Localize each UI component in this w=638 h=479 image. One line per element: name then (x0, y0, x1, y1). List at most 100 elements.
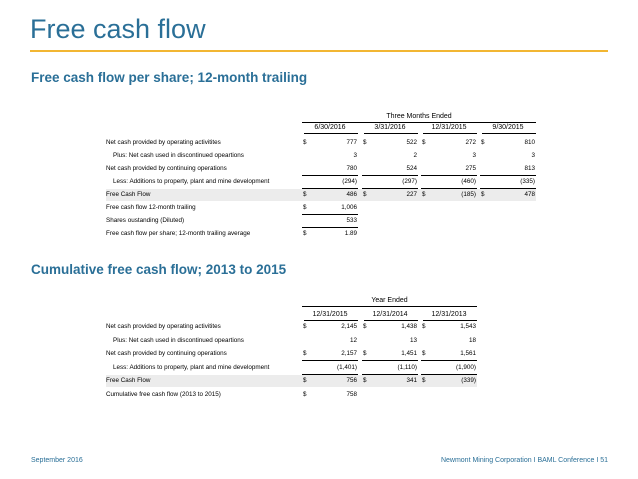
group-header: Year Ended (371, 297, 408, 304)
table-cell: $756 (302, 375, 358, 387)
page-title: Free cash flow (30, 14, 206, 44)
column-header: 9/30/2015 (492, 124, 524, 131)
footer-company: Newmont Mining Corporation I BAML Confer… (440, 457, 608, 464)
currency-symbol: $ (303, 139, 307, 146)
table-cell: $2,145 (302, 321, 358, 333)
cell-value: 3 (531, 152, 535, 159)
row-label: Free Cash Flow (106, 377, 151, 384)
currency-symbol: $ (303, 390, 307, 398)
table-row: Less: Additions to property, plant and m… (106, 176, 536, 189)
table-cell: $1,006 (302, 202, 358, 215)
cell-value: 3 (472, 152, 476, 159)
footer-date: September 2016 (31, 457, 83, 464)
row-label: Shares oustanding (Diluted) (106, 217, 185, 224)
currency-symbol: $ (303, 377, 307, 384)
table-cell: 3 (421, 150, 477, 162)
row-label: Net cash provided by continuing operatio… (106, 165, 227, 172)
table-row: Plus: Net cash used in discontinued opea… (106, 150, 536, 162)
cell-value: 780 (346, 165, 357, 172)
currency-symbol: $ (363, 323, 367, 330)
currency-symbol: $ (481, 191, 485, 198)
table-cell: 18 (421, 335, 477, 347)
table-cell: $522 (362, 137, 418, 149)
cell-value: 1,451 (401, 350, 417, 357)
cell-value: 777 (346, 139, 357, 146)
cell-value: (185) (461, 191, 476, 198)
currency-symbol: $ (363, 139, 367, 146)
cell-value: 478 (524, 191, 535, 198)
cell-value: 810 (524, 139, 535, 146)
column-header-rule (364, 320, 418, 321)
column-header: 12/31/2014 (372, 311, 408, 318)
table-row: Cumulative free cash flow (2013 to 2015)… (106, 389, 477, 401)
table-cell: 533 (302, 215, 358, 228)
cell-value: (339) (461, 377, 476, 384)
cell-value: 1,561 (460, 350, 476, 357)
table-cell: 3 (480, 150, 536, 162)
table-cell: $2,157 (302, 348, 358, 361)
currency-symbol: $ (422, 139, 426, 146)
table-row: Shares oustanding (Diluted) 533 (106, 215, 536, 228)
table-cell: $1.89 (302, 228, 358, 240)
cell-value: 756 (346, 377, 357, 384)
cell-value: 2,145 (341, 323, 357, 330)
cell-value: (335) (520, 178, 535, 185)
cell-value: 1,006 (341, 204, 357, 211)
cell-value: 533 (346, 217, 357, 224)
column-header: 6/30/2016 (314, 124, 346, 131)
row-label: Plus: Net cash used in discontinued opea… (113, 152, 244, 159)
column-header: 12/31/2015 (431, 124, 467, 131)
cell-value: (460) (461, 178, 476, 185)
row-label: Net cash provided by continuing operatio… (106, 350, 227, 357)
cell-value: 12 (349, 336, 357, 344)
row-label: Less: Additions to property, plant and m… (113, 178, 270, 185)
column-header-rule (482, 133, 536, 134)
cell-value: (1,110) (397, 363, 417, 371)
table-row: Free Cash Flow $756 $341 $ (339) (106, 375, 477, 387)
table-row: Net cash provided by continuing operatio… (106, 163, 536, 176)
cell-value: 1,543 (460, 323, 476, 330)
table-row: Net cash provided by continuing operatio… (106, 348, 477, 361)
cell-value: (294) (342, 178, 357, 185)
table-cell: (460) (421, 176, 477, 189)
table-cell: 813 (480, 163, 536, 176)
row-label: Cumulative free cash flow (2013 to 2015) (106, 390, 221, 398)
cell-value: 272 (465, 139, 476, 146)
table-row: Free cash flow per share; 12-month trail… (106, 228, 536, 240)
table-cell: $227 (362, 189, 418, 201)
table-cell: $ (339) (421, 375, 477, 387)
table-cell: $1,543 (421, 321, 477, 333)
currency-symbol: $ (303, 230, 307, 237)
table-cell: (335) (480, 176, 536, 189)
column-header-rule (304, 320, 358, 321)
table-cell: (294) (302, 176, 358, 189)
cell-value: 341 (406, 377, 417, 384)
table-row: Less: Additions to property, plant and m… (106, 362, 477, 375)
cell-value: 1,438 (401, 323, 417, 330)
table-cell: $758 (302, 389, 358, 401)
cell-value: 2 (413, 152, 417, 159)
table-row: Free cash flow 12-month trailing $1,006 (106, 202, 536, 215)
column-header-rule (423, 133, 477, 134)
table-cell: 780 (302, 163, 358, 176)
table-cell: $810 (480, 137, 536, 149)
currency-symbol: $ (422, 377, 426, 384)
currency-symbol: $ (363, 191, 367, 198)
table-row: Free Cash Flow $486 $227 $ (185) $478 (106, 189, 536, 201)
section1-title: Free cash flow per share; 12-month trail… (31, 70, 308, 85)
title-underline (30, 50, 608, 52)
table-cell: $ (185) (421, 189, 477, 201)
table-cell: 13 (362, 335, 418, 347)
cell-value: 275 (465, 165, 476, 172)
column-header: 12/31/2015 (312, 311, 348, 318)
currency-symbol: $ (303, 191, 307, 198)
cell-value: (1,401) (337, 363, 357, 371)
cell-value: 13 (409, 336, 417, 344)
table-cell: $478 (480, 189, 536, 201)
table-row: Net cash provided by operating activitit… (106, 137, 536, 149)
table-cell: (1,401) (302, 362, 358, 375)
currency-symbol: $ (481, 139, 485, 146)
row-label: Less: Additions to property, plant and m… (113, 363, 270, 371)
row-label: Net cash provided by operating activitit… (106, 323, 221, 330)
table-cell: $777 (302, 137, 358, 149)
